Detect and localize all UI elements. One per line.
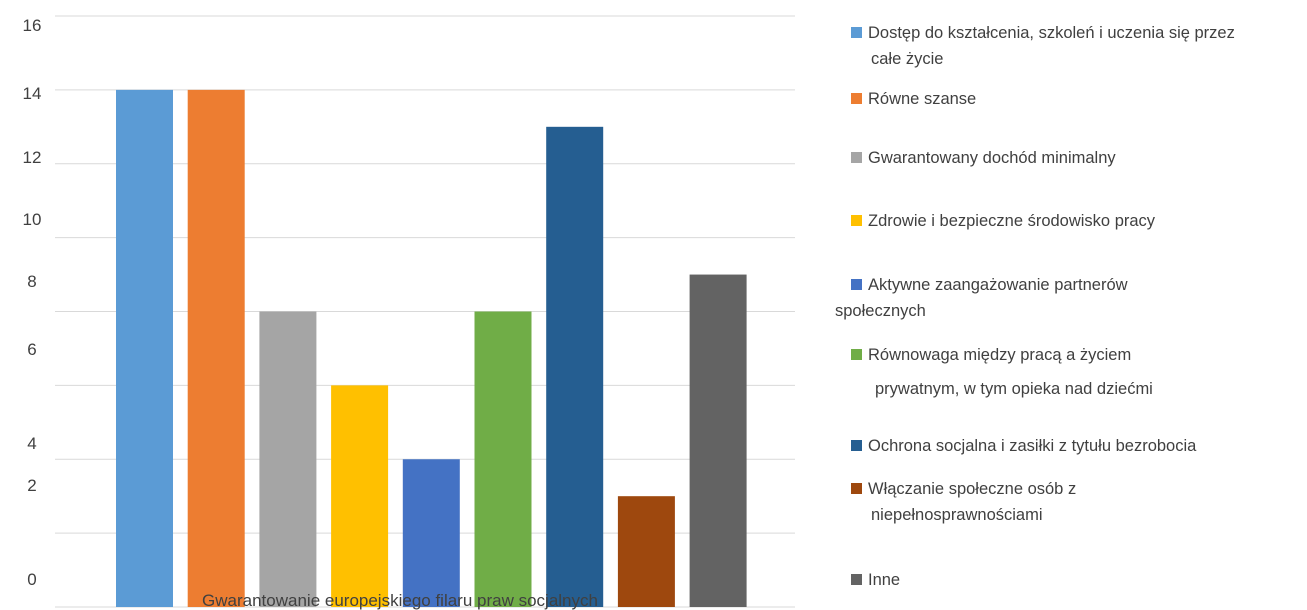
legend-item: Gwarantowany dochód minimalny [835,145,1116,171]
chart-legend: Dostęp do kształcenia, szkoleń i uczenia… [835,0,1305,610]
legend-swatch [851,574,862,585]
legend-swatch [851,349,862,360]
legend-item-continued: całe życie [871,46,943,72]
legend-swatch [851,27,862,38]
legend-swatch [851,483,862,494]
y-tick-label: 2 [27,476,36,495]
legend-item: Aktywne zaangażowanie partnerów [835,272,1128,298]
legend-label: Dostęp do kształcenia, szkoleń i uczenia… [868,24,1235,42]
bar [259,311,317,607]
y-tick-label: 8 [27,272,36,291]
legend-item: Równe szanse [835,86,976,112]
y-tick-label: 4 [27,434,36,453]
legend-label: Równe szanse [868,90,977,108]
legend-item: Równowaga między pracą a życiem [835,342,1131,368]
bar [474,311,532,607]
legend-swatch [851,279,862,290]
legend-label: Gwarantowany dochód minimalny [868,149,1116,167]
legend-label: Zdrowie i bezpieczne środowisko pracy [868,212,1156,230]
legend-label: społecznych [835,302,926,320]
bar [546,126,604,607]
bar [617,496,675,607]
legend-label: Włączanie społeczne osób z [868,480,1077,498]
y-tick-label: 16 [23,16,42,35]
y-tick-label: 10 [23,210,42,229]
bar-chart: 0 2 4 6 8 10 12 14 16 Gwarantowanie europejskieg… [23,15,795,610]
legend-item: Inne [835,567,900,593]
legend-label: prywatnym, w tym opieka nad dziećmi [875,380,1153,398]
legend-label: całe życie [871,50,944,68]
legend-item: Ochrona socjalna i zasiłki z tytułu bezr… [835,433,1196,459]
legend-label: Aktywne zaangażowanie partnerów [868,276,1128,294]
x-axis-label: Gwarantowanie europejskiego filaru praw … [202,591,598,610]
legend-item-continued: prywatnym, w tym opieka nad dziećmi [875,376,1153,402]
bar [331,385,389,607]
y-tick-label: 12 [23,148,42,167]
legend-swatch [851,152,862,163]
bar [402,459,460,607]
legend-label: Równowaga między pracą a życiem [868,346,1132,364]
legend-label: Inne [868,571,901,589]
y-axis-ticks: 0 2 4 6 8 10 12 14 16 [23,16,42,589]
bar [116,89,173,607]
bars [116,89,747,607]
y-tick-label: 14 [23,84,42,103]
legend-item: Zdrowie i bezpieczne środowisko pracy [835,208,1155,234]
legend-swatch [851,93,862,104]
legend-item: Włączanie społeczne osób z [835,476,1076,502]
legend-swatch [851,215,862,226]
legend-item-continued: niepełnosprawnościami [871,502,1043,528]
bar [187,89,245,607]
legend-item: Dostęp do kształcenia, szkoleń i uczenia… [835,20,1235,46]
legend-swatch [851,440,862,451]
legend-label: niepełnosprawnościami [871,506,1043,524]
y-tick-label: 0 [27,570,36,589]
legend-item-continued: społecznych [835,298,926,324]
bar [689,274,747,607]
legend-label: Ochrona socjalna i zasiłki z tytułu bezr… [868,437,1197,455]
y-tick-label: 6 [27,340,36,359]
gridlines [55,15,795,608]
